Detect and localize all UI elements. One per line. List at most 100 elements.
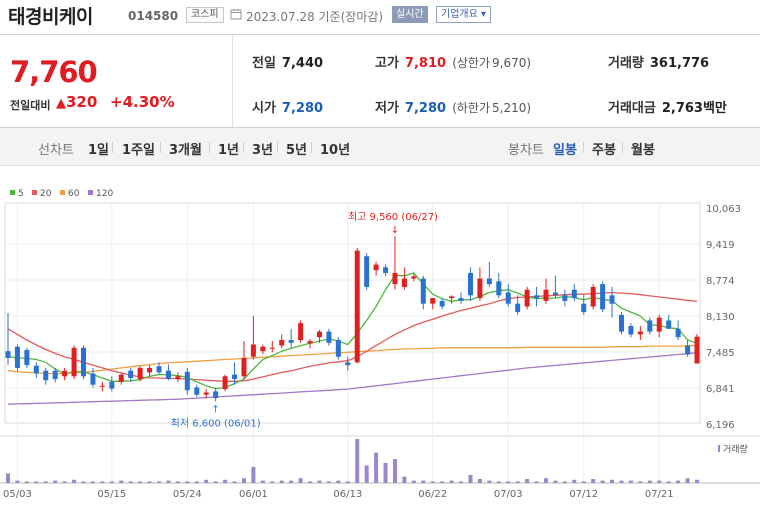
market-badge: 코스피: [186, 7, 224, 23]
line-chart-label: 선차트: [38, 143, 74, 158]
volume-bar: [128, 481, 133, 483]
volume-bar: [100, 481, 105, 483]
high-value: 7,810: [404, 56, 447, 71]
candle-body: [62, 370, 68, 377]
candle-body: [600, 284, 606, 310]
x-tick-label: 07/12: [569, 489, 598, 500]
moving-average-lines: [7, 272, 698, 405]
candle-body: [383, 267, 389, 273]
candle-body: [656, 317, 662, 332]
period-3y[interactable]: 3년: [252, 143, 274, 158]
realtime-button[interactable]: 실시간: [392, 6, 428, 23]
volume-value: 361,776: [649, 56, 710, 71]
volume-bar: [676, 480, 681, 483]
volume-bar: [251, 467, 256, 483]
y-tick-label: 6,196: [706, 420, 735, 431]
period-monthly[interactable]: 월봉: [631, 143, 655, 158]
period-1y[interactable]: 1년: [218, 143, 240, 158]
divider: [243, 142, 244, 153]
volume-bar: [600, 480, 605, 483]
volume-bar: [695, 479, 699, 483]
period-daily[interactable]: 일봉: [553, 143, 577, 158]
candle-body: [260, 346, 266, 352]
lower-limit-label: (하한가: [452, 101, 490, 115]
candle-body: [637, 331, 643, 335]
volume-bar: [213, 481, 218, 483]
candle-body: [175, 376, 181, 380]
period-3m[interactable]: 3개월: [169, 143, 202, 158]
volume-bar: [421, 480, 426, 483]
period-1d[interactable]: 1일: [88, 143, 110, 158]
candle-body: [675, 328, 681, 338]
candle-body: [232, 374, 238, 380]
volume-bar: [24, 481, 29, 483]
legend-swatch: [32, 190, 37, 195]
candle-body: [496, 281, 502, 296]
volume-bar: [6, 473, 10, 483]
volume-bar: [194, 481, 199, 483]
prev-close: 전일 7,440: [252, 52, 323, 71]
price-change-percent: +4.30%: [110, 93, 175, 111]
change-label: 전일대비: [10, 99, 51, 112]
legend-label: 20: [40, 189, 52, 199]
period-5y[interactable]: 5년: [286, 143, 308, 158]
candle-body: [71, 347, 77, 377]
candle-body: [128, 370, 134, 378]
candle-body: [430, 298, 436, 304]
volume-bar: [109, 481, 114, 483]
candle-body: [335, 339, 341, 357]
x-tick-label: 05/15: [97, 489, 126, 500]
divider: [277, 142, 278, 153]
period-1w[interactable]: 1주일: [122, 143, 155, 158]
candlestick-chart[interactable]: 5 20 60 120 10,063 9,419 8,774 8,130 7,485 6,841…: [0, 166, 760, 512]
candle-body: [552, 292, 558, 296]
low-annotation: 최저 6,600 (06/01): [171, 417, 261, 429]
volume-bar: [53, 480, 58, 483]
volume-bar: [270, 481, 275, 483]
candle-body: [194, 387, 200, 395]
volume-bar: [232, 481, 237, 483]
candle-chart-label: 봉차트: [508, 143, 544, 158]
high-annotation: 최고 9,560 (06/27): [348, 211, 438, 223]
candle-body: [524, 289, 530, 307]
amount-label: 거래대금: [608, 101, 656, 116]
volume-label: 거래량: [608, 56, 644, 71]
volume-bar: [260, 480, 265, 483]
candle-body: [298, 323, 304, 340]
price-change-value: 320: [66, 93, 98, 111]
stock-code: 014580: [128, 9, 179, 23]
volume-bar: [685, 478, 690, 483]
candle-body: [505, 292, 511, 304]
ma120-line: [7, 352, 698, 405]
volume-bar: [392, 459, 397, 483]
candle-body: [486, 278, 492, 285]
candle-body: [52, 370, 58, 380]
x-tick-label: 05/03: [3, 489, 32, 500]
candle-body: [467, 272, 473, 296]
y-tick-label: 8,774: [706, 276, 735, 287]
amount-value: 2,763: [661, 101, 703, 116]
volume-bar: [468, 475, 473, 483]
x-tick-label: 07/21: [645, 489, 674, 500]
stock-header: 태경비케이 014580 코스피 2023.07.28 기준(장마감) 실시간 …: [0, 0, 760, 32]
volume-bar: [628, 480, 633, 483]
legend-swatch: [60, 190, 65, 195]
volume-bar: [619, 480, 624, 483]
volume-bar: [562, 481, 567, 483]
candle-body: [628, 326, 634, 335]
company-overview-button[interactable]: 기업개요 ▾: [436, 6, 492, 23]
volume-bar: [175, 481, 180, 483]
volume-bar: [81, 481, 86, 483]
high-label: 고가: [375, 56, 399, 71]
volume-bar: [185, 481, 190, 483]
candle-body: [477, 278, 483, 299]
volume-bar: [647, 480, 652, 483]
period-weekly[interactable]: 주봉: [592, 143, 616, 158]
up-arrow-icon: ↑: [211, 404, 219, 415]
period-10y[interactable]: 10년: [320, 143, 351, 158]
volume-bar: [553, 480, 558, 483]
divider: [160, 142, 161, 153]
candle-body: [165, 370, 171, 380]
chart-legend: 5 20 60 120: [10, 189, 113, 199]
candle-body: [609, 295, 615, 304]
